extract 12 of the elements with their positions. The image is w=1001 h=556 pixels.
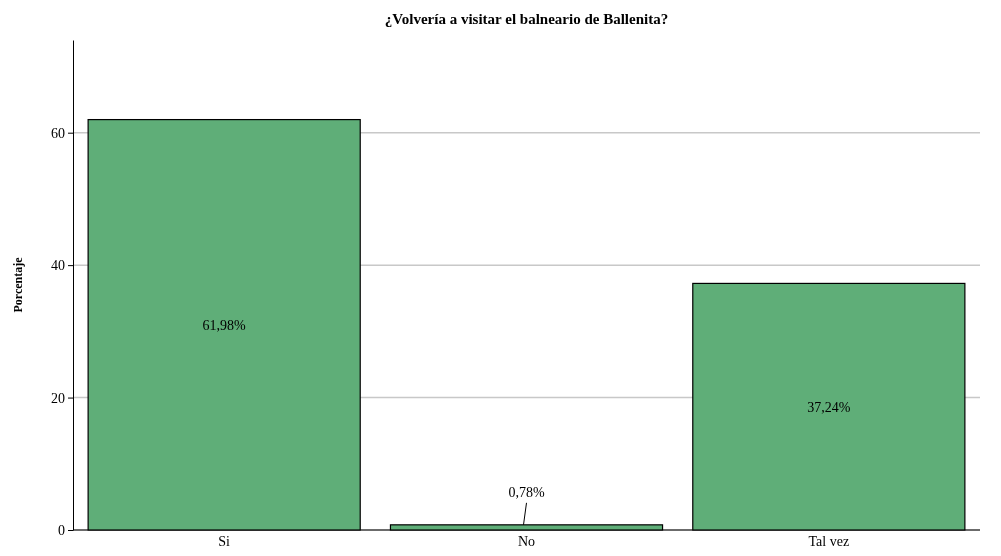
y-tick-label: 40: [51, 258, 65, 274]
data-label: 37,24%: [807, 399, 851, 415]
data-label: 61,98%: [202, 317, 247, 333]
y-axis-title: Porcentaje: [11, 256, 25, 313]
data-label: 0,78%: [508, 484, 545, 500]
x-tick-label: Tal vez: [808, 533, 850, 549]
x-tick-label: No: [517, 533, 536, 549]
y-tick-label: 60: [51, 125, 65, 141]
x-tick-label: Si: [218, 533, 231, 549]
chart-title: ¿Volvería a visitar el balneario de Ballenita?: [384, 11, 669, 27]
y-tick-label: 0: [58, 522, 65, 538]
y-tick-label: 20: [51, 390, 65, 406]
